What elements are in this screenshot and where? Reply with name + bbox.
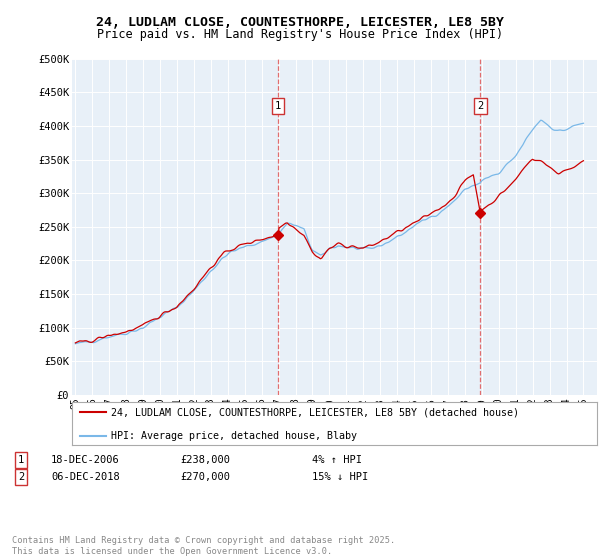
Text: 1: 1	[18, 455, 24, 465]
Text: 4% ↑ HPI: 4% ↑ HPI	[312, 455, 362, 465]
Text: 06-DEC-2018: 06-DEC-2018	[51, 472, 120, 482]
Text: 2: 2	[478, 101, 484, 111]
Text: 24, LUDLAM CLOSE, COUNTESTHORPE, LEICESTER, LE8 5BY: 24, LUDLAM CLOSE, COUNTESTHORPE, LEICEST…	[96, 16, 504, 29]
Text: HPI: Average price, detached house, Blaby: HPI: Average price, detached house, Blab…	[112, 431, 358, 441]
Text: 1: 1	[275, 101, 281, 111]
Text: 15% ↓ HPI: 15% ↓ HPI	[312, 472, 368, 482]
Text: 18-DEC-2006: 18-DEC-2006	[51, 455, 120, 465]
Text: £270,000: £270,000	[180, 472, 230, 482]
Text: 2: 2	[18, 472, 24, 482]
Text: Contains HM Land Registry data © Crown copyright and database right 2025.
This d: Contains HM Land Registry data © Crown c…	[12, 536, 395, 556]
Text: Price paid vs. HM Land Registry's House Price Index (HPI): Price paid vs. HM Land Registry's House …	[97, 28, 503, 41]
Text: 24, LUDLAM CLOSE, COUNTESTHORPE, LEICESTER, LE8 5BY (detached house): 24, LUDLAM CLOSE, COUNTESTHORPE, LEICEST…	[112, 408, 520, 417]
Text: £238,000: £238,000	[180, 455, 230, 465]
